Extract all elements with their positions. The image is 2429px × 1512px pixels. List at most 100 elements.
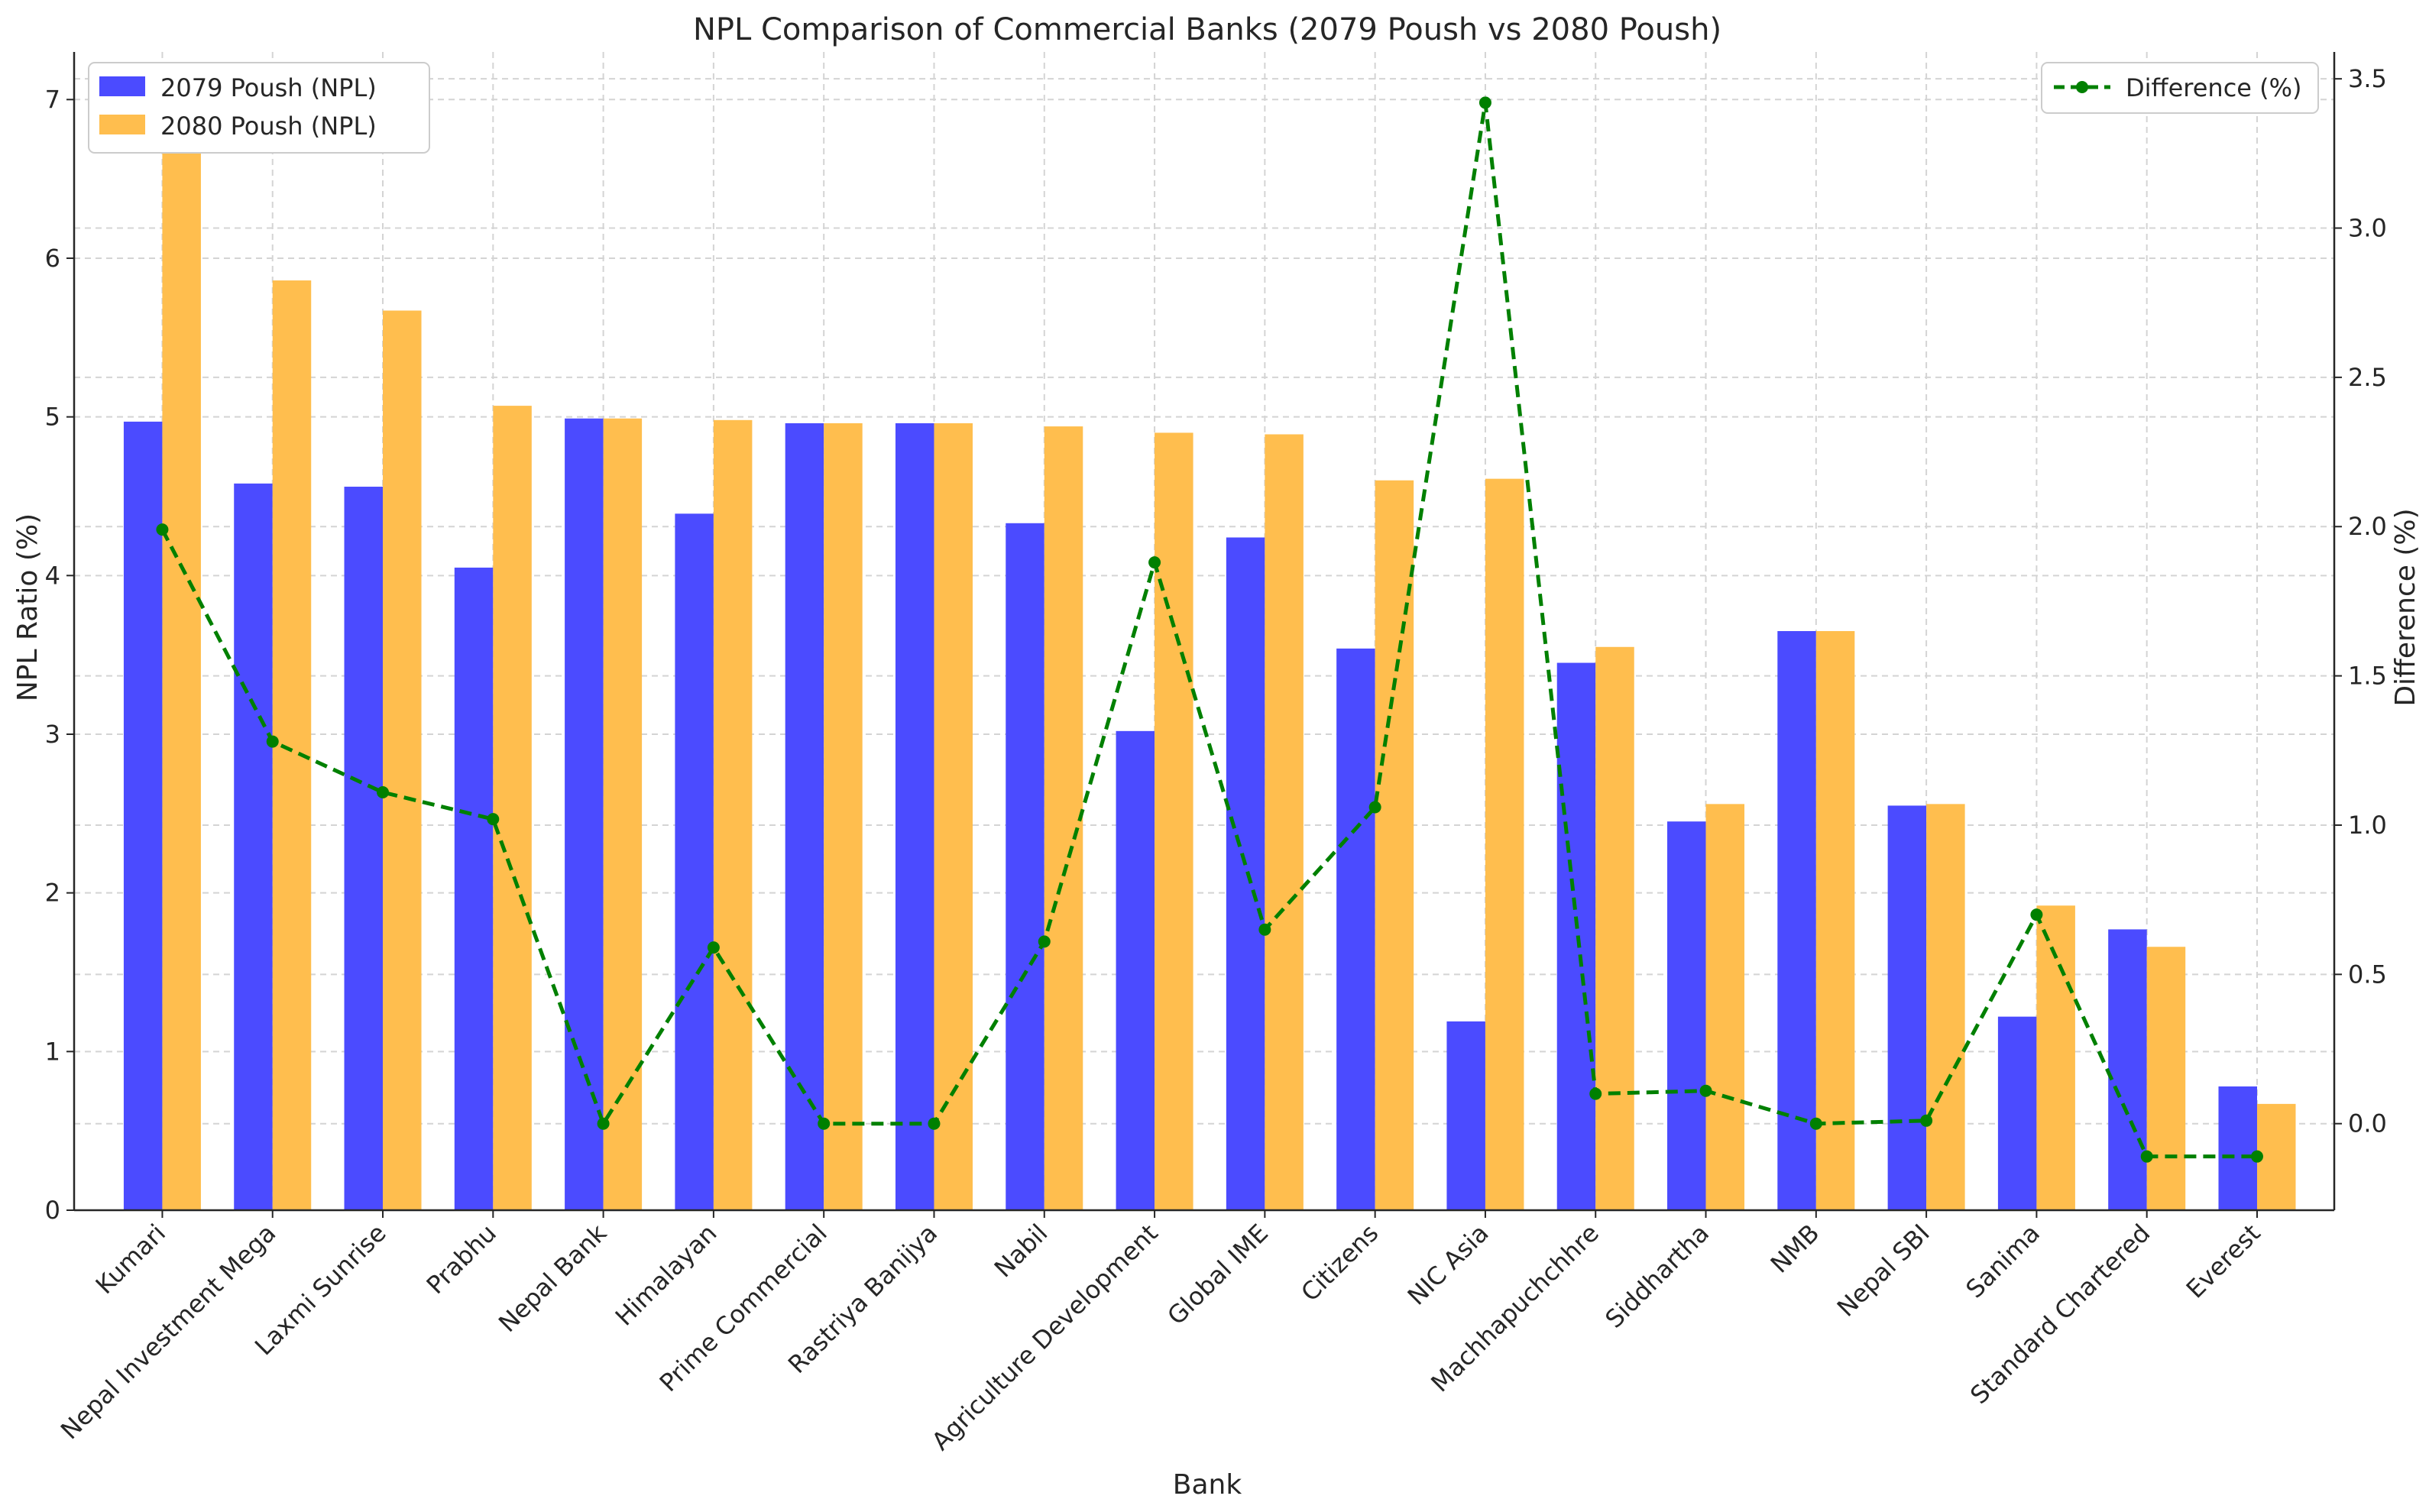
bar-2080 <box>934 423 973 1210</box>
bar-2079 <box>785 423 824 1210</box>
bar-2080 <box>603 418 643 1211</box>
x-tick-label: Standard Chartered <box>1964 1219 2155 1410</box>
difference-point <box>2250 1150 2263 1163</box>
difference-point <box>156 523 169 536</box>
bar-2079 <box>1116 730 1155 1210</box>
bar-2079 <box>895 423 934 1210</box>
y2-axis-ticks: 0.0 0.5 1.0 1.5 2.0 2.5 3.0 3.5 <box>2334 64 2387 1138</box>
bar-2079 <box>1446 1021 1485 1210</box>
difference-point <box>597 1117 610 1130</box>
y2-tick-label: 3.5 <box>2348 64 2387 93</box>
bar-2080 <box>2036 905 2075 1210</box>
y-tick-label: 2 <box>45 879 60 908</box>
y-tick-label: 5 <box>45 403 60 432</box>
y-axis-label: NPL Ratio (%) <box>12 513 44 701</box>
y-tick-label: 3 <box>45 720 60 749</box>
y2-tick-label: 0.5 <box>2348 960 2387 989</box>
bar-2080 <box>1155 432 1193 1210</box>
bar-2080 <box>1485 478 1524 1210</box>
difference-point <box>1809 1117 1822 1130</box>
bar-2080 <box>1815 631 1855 1210</box>
difference-point <box>1258 923 1271 936</box>
bar-2080 <box>1595 646 1634 1210</box>
x-tick-label: Nabil <box>989 1219 1054 1284</box>
difference-point <box>1038 935 1051 948</box>
difference-point <box>487 813 500 826</box>
bar-2079 <box>234 483 273 1210</box>
difference-point <box>1920 1114 1933 1127</box>
y2-tick-label: 1.5 <box>2348 662 2387 691</box>
bar-2079 <box>344 487 384 1210</box>
legend-swatch-2079 <box>99 76 145 96</box>
bar-2079 <box>565 418 604 1211</box>
x-tick-label: Himalayan <box>610 1219 723 1332</box>
y-tick-label: 4 <box>45 561 60 590</box>
x-tick-label: Sanima <box>1960 1219 2045 1304</box>
x-tick-label: Prabhu <box>421 1219 502 1300</box>
bar-2080 <box>383 310 422 1210</box>
y2-tick-label: 2.0 <box>2348 512 2387 541</box>
difference-point <box>707 941 720 954</box>
y-tick-label: 1 <box>45 1037 60 1066</box>
legend-right: Difference (%) <box>2041 62 2319 114</box>
y-tick-label: 6 <box>45 244 60 273</box>
difference-point <box>2140 1150 2153 1163</box>
y-axis-ticks: 0 1 2 3 4 5 6 7 <box>45 85 74 1225</box>
x-tick-label: Nepal Investment Mega <box>55 1219 281 1445</box>
bar-2079 <box>1887 805 1927 1210</box>
x-tick-label: Kumari <box>90 1219 171 1300</box>
x-tick-label: Citizens <box>1295 1219 1384 1307</box>
difference-point <box>928 1117 941 1130</box>
x-tick-label: Siddhartha <box>1599 1219 1715 1334</box>
legend-left: 2079 Poush (NPL) 2080 Poush (NPL) <box>88 62 430 154</box>
y2-tick-label: 3.0 <box>2348 214 2387 243</box>
bar-2079 <box>1667 821 1706 1210</box>
difference-point <box>1368 801 1381 814</box>
difference-point <box>266 735 279 748</box>
axes <box>73 52 2336 1212</box>
bar-2080 <box>2256 1103 2296 1210</box>
x-tick-label: Nepal Bank <box>493 1218 613 1338</box>
x-tick-label: Agriculture Development <box>926 1219 1164 1456</box>
difference-line <box>156 96 2263 1163</box>
difference-point <box>818 1117 831 1130</box>
chart-title: NPL Comparison of Commercial Banks (2079… <box>693 12 1721 47</box>
bars <box>123 105 2296 1211</box>
bar-2079 <box>1226 537 1265 1210</box>
x-axis-label: Bank <box>1173 1469 1242 1501</box>
bar-2080 <box>493 406 532 1210</box>
difference-line-path <box>160 102 2257 1159</box>
bar-2080 <box>713 419 753 1210</box>
difference-point <box>1589 1087 1602 1100</box>
bar-2079 <box>1997 1016 2037 1210</box>
x-tick-label: NMB <box>1765 1219 1825 1279</box>
legend-marker-difference <box>2076 81 2088 93</box>
bar-2079 <box>2108 929 2147 1210</box>
bar-2079 <box>454 567 494 1210</box>
y2-tick-label: 0.0 <box>2348 1109 2387 1138</box>
x-tick-label: Nepal SBI <box>1831 1219 1935 1323</box>
legend-label-2080: 2080 Poush (NPL) <box>160 112 377 141</box>
x-tick-label: NIC Asia <box>1402 1219 1495 1311</box>
difference-point <box>1148 556 1161 569</box>
difference-point <box>377 785 390 798</box>
legend-swatch-2080 <box>99 115 145 134</box>
bar-2080 <box>1705 804 1745 1210</box>
bar-2079 <box>2218 1086 2257 1210</box>
bar-2080 <box>1375 480 1414 1210</box>
x-tick-label: Global IME <box>1161 1219 1274 1331</box>
bar-2079 <box>1006 523 1044 1210</box>
bar-2080 <box>162 105 201 1211</box>
bar-2080 <box>2146 947 2186 1210</box>
difference-point <box>1478 96 1491 109</box>
y2-tick-label: 2.5 <box>2348 363 2387 392</box>
y2-axis-label: Difference (%) <box>2390 508 2421 706</box>
y-tick-label: 7 <box>45 85 60 114</box>
bar-2080 <box>1044 426 1083 1210</box>
y2-tick-label: 1.0 <box>2348 811 2387 840</box>
bar-2079 <box>1336 648 1375 1210</box>
bar-2079 <box>675 513 714 1210</box>
difference-point <box>1699 1084 1712 1097</box>
